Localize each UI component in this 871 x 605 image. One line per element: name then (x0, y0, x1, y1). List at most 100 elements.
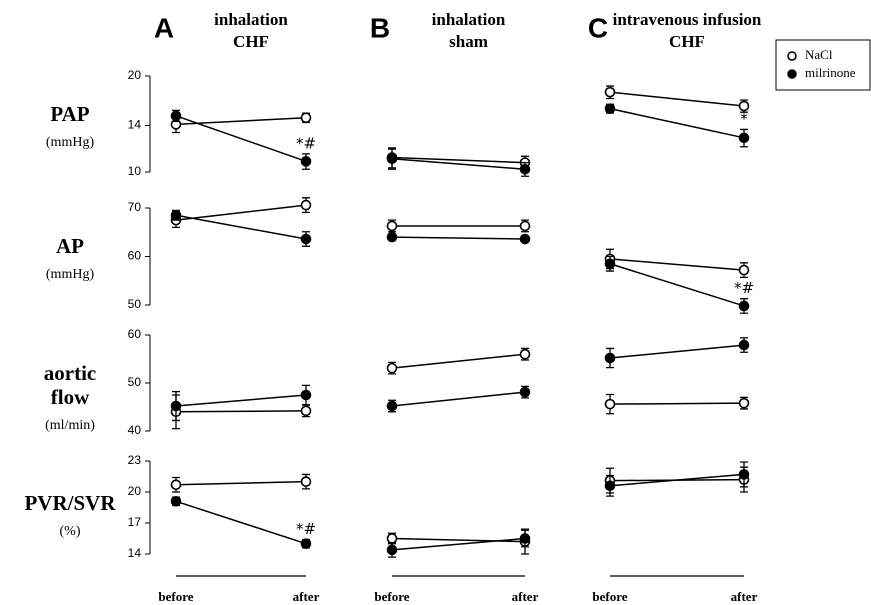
series-line (175, 115, 307, 163)
series-line (391, 353, 526, 369)
series-line (175, 394, 307, 407)
x-tick-label: before (158, 589, 193, 604)
series-line (609, 107, 745, 139)
series-line (175, 204, 307, 221)
panel-title: inhalation (432, 10, 506, 29)
data-point (300, 538, 312, 549)
data-point (170, 479, 182, 491)
data-point (604, 86, 616, 98)
x-tick-label: after (512, 589, 539, 604)
y-tick-label: 23 (128, 453, 142, 467)
series-line (609, 473, 745, 487)
series-line (175, 214, 307, 240)
data-point (604, 103, 616, 114)
panel-title: sham (449, 32, 488, 51)
series-line (609, 91, 745, 107)
row-unit: (mmHg) (46, 267, 95, 282)
series-line (391, 236, 526, 240)
x-tick-label: before (374, 589, 409, 604)
data-point (170, 110, 182, 122)
panel-title: intravenous infusion (613, 10, 762, 29)
panel-letter: A (154, 12, 174, 43)
legend-label: NaCl (805, 47, 833, 62)
row-unit: (ml/min) (45, 418, 95, 433)
series-line (609, 402, 745, 405)
series-line (391, 156, 526, 164)
data-point (604, 398, 616, 410)
y-tick-label: 60 (128, 327, 142, 341)
x-tick-label: after (731, 589, 758, 604)
row-label: flow (51, 385, 90, 409)
data-point (519, 533, 531, 544)
panel-title: inhalation (214, 10, 288, 29)
y-tick-label: 14 (128, 546, 142, 560)
series-line (175, 500, 307, 545)
data-point (300, 476, 312, 487)
series-line (391, 391, 526, 407)
row-label: aortic (44, 361, 96, 385)
data-point (170, 400, 182, 412)
data-point (738, 264, 750, 276)
data-point (738, 100, 750, 112)
y-tick-label: 40 (128, 423, 142, 437)
data-point (386, 231, 398, 243)
x-tick-label: before (592, 589, 627, 604)
data-point (170, 209, 182, 221)
data-point (386, 544, 398, 556)
data-point (519, 386, 531, 398)
panel-letter: B (370, 12, 390, 43)
panel-letter: C (588, 12, 608, 43)
data-point (738, 397, 750, 409)
y-tick-label: 14 (128, 118, 142, 132)
y-tick-label: 17 (128, 515, 142, 529)
data-point (604, 352, 616, 364)
data-point (300, 389, 312, 401)
data-point (386, 220, 398, 232)
legend-label: milrinone (805, 65, 856, 80)
data-point (386, 362, 398, 374)
data-point (519, 163, 531, 175)
annotation: *# (296, 134, 316, 152)
legend-marker (787, 51, 797, 61)
data-point (300, 156, 312, 167)
panel-title: CHF (233, 32, 269, 51)
x-tick-label: after (293, 589, 320, 604)
legend-marker (787, 69, 797, 79)
y-tick-label: 10 (128, 164, 142, 178)
series-line (391, 537, 526, 551)
y-tick-label: 20 (128, 68, 142, 82)
annotation: *# (296, 520, 316, 538)
y-tick-label: 50 (128, 375, 142, 389)
series-line (609, 344, 745, 359)
series-line (175, 480, 307, 486)
data-point (604, 258, 616, 270)
panel-title: CHF (669, 32, 705, 51)
data-point (604, 480, 616, 492)
data-point (519, 233, 531, 245)
data-point (519, 220, 531, 232)
data-point (300, 199, 312, 211)
row-label: PVR/SVR (24, 491, 116, 515)
annotation: *# (734, 279, 754, 297)
row-unit: (%) (60, 524, 81, 539)
series-line (609, 258, 745, 271)
row-unit: (mmHg) (46, 135, 95, 150)
y-tick-label: 50 (128, 297, 142, 311)
y-tick-label: 20 (128, 484, 142, 498)
data-point (170, 495, 182, 507)
data-point (738, 300, 750, 312)
series-line (175, 410, 307, 413)
data-point (738, 339, 750, 351)
data-point (386, 400, 398, 412)
row-label: PAP (50, 102, 89, 126)
y-tick-label: 60 (128, 249, 142, 263)
row-label: AP (56, 234, 84, 258)
legend-box (775, 39, 871, 91)
data-point (386, 153, 398, 165)
data-point (300, 112, 312, 124)
annotation: * (740, 110, 748, 128)
series-line (609, 263, 745, 307)
data-point (386, 533, 398, 544)
series-line (391, 158, 526, 171)
